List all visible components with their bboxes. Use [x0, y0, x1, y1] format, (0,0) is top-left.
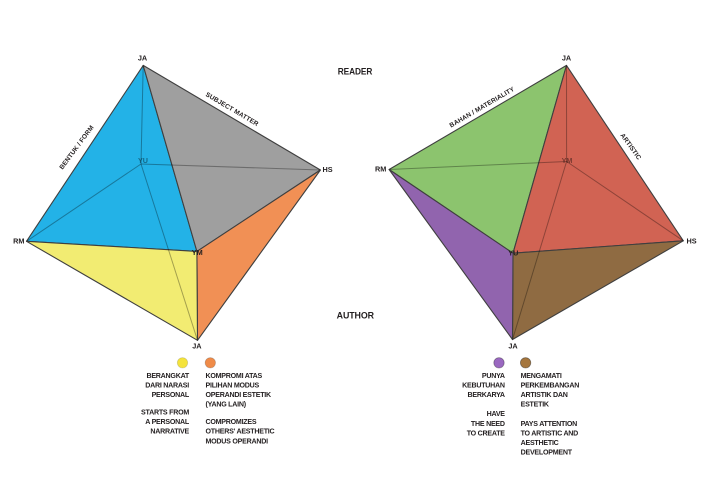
svg-text:MENGAMATI: MENGAMATI	[521, 372, 562, 380]
svg-text:JA: JA	[138, 54, 148, 63]
svg-text:TO CREATE: TO CREATE	[467, 429, 506, 437]
svg-text:JA: JA	[562, 54, 572, 63]
svg-text:KOMPROMI ATAS: KOMPROMI ATAS	[206, 372, 263, 380]
svg-text:PAYS ATTENTION: PAYS ATTENTION	[521, 420, 578, 428]
svg-text:THE NEED: THE NEED	[471, 420, 505, 428]
svg-text:COMPROMIZES: COMPROMIZES	[206, 418, 257, 426]
svg-text:BERANGKAT: BERANGKAT	[146, 372, 189, 380]
svg-text:AESTHETIC: AESTHETIC	[521, 439, 559, 447]
svg-text:YU: YU	[508, 249, 518, 258]
svg-text:RM: RM	[13, 237, 24, 246]
svg-text:BERKARYA: BERKARYA	[468, 391, 505, 399]
svg-text:YM: YM	[192, 248, 203, 257]
svg-text:HAVE: HAVE	[487, 410, 506, 418]
svg-text:OPERANDI ESTETIK: OPERANDI ESTETIK	[206, 391, 272, 399]
svg-text:JA: JA	[192, 342, 202, 351]
svg-text:PERKEMBANGAN: PERKEMBANGAN	[521, 382, 580, 390]
svg-text:OTHERS' AESTHETIC: OTHERS' AESTHETIC	[206, 428, 275, 436]
svg-text:PILIHAN MODUS: PILIHAN MODUS	[206, 382, 260, 390]
svg-text:READER: READER	[338, 67, 373, 77]
svg-text:STARTS FROM: STARTS FROM	[141, 408, 189, 416]
svg-text:KEBUTUHAN: KEBUTUHAN	[462, 382, 505, 390]
svg-text:PUNYA: PUNYA	[482, 372, 505, 380]
svg-text:NARRATIVE: NARRATIVE	[150, 428, 189, 436]
svg-text:ARTISTIK DAN: ARTISTIK DAN	[521, 391, 568, 399]
svg-text:DARI NARASI: DARI NARASI	[145, 382, 189, 390]
svg-text:DEVELOPMENT: DEVELOPMENT	[521, 449, 573, 457]
svg-text:YU: YU	[138, 156, 148, 165]
svg-text:MODUS OPERANDI: MODUS OPERANDI	[206, 437, 269, 445]
svg-text:HS: HS	[323, 165, 333, 174]
svg-text:AUTHOR: AUTHOR	[337, 310, 375, 320]
svg-text:JA: JA	[508, 342, 518, 351]
svg-text:HS: HS	[687, 236, 697, 245]
svg-text:ESTETIK: ESTETIK	[521, 401, 550, 409]
svg-text:RM: RM	[375, 165, 386, 174]
svg-text:YM: YM	[562, 156, 573, 165]
svg-text:PERSONAL: PERSONAL	[152, 391, 190, 399]
svg-text:(YANG LAIN): (YANG LAIN)	[206, 401, 247, 409]
svg-text:TO ARTISTIC AND: TO ARTISTIC AND	[521, 430, 579, 438]
svg-text:A PERSONAL: A PERSONAL	[145, 418, 190, 426]
